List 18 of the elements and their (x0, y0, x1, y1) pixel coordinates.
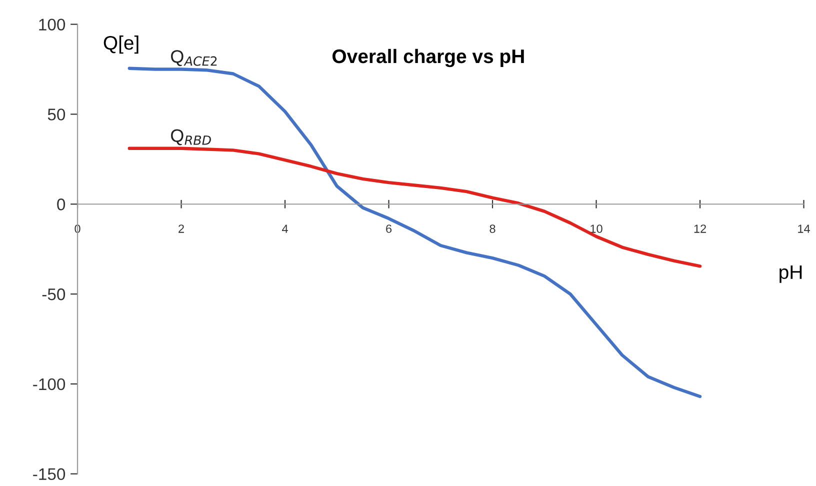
series-label: Q$_{RBD}$ (171, 129, 211, 146)
y-axis-title: Q[e] (104, 35, 138, 54)
y-tick-label: 100 (39, 18, 66, 31)
series-label: Q$_{ACE2}$ (171, 50, 217, 66)
x-tick-label: 10 (590, 224, 602, 233)
x-tick-label: 2 (178, 224, 184, 233)
y-tick-label: -150 (33, 468, 66, 480)
y-tick-label: 0 (57, 198, 66, 210)
y-tick-label: -100 (33, 378, 66, 390)
y-tick-label: -50 (42, 288, 66, 300)
text: Overall charge vs pH (332, 48, 524, 68)
x-tick-label: 6 (386, 224, 392, 233)
x-tick-label: 12 (694, 224, 706, 233)
x-tick-label: 4 (282, 224, 288, 233)
x-tick-label: 14 (798, 224, 810, 233)
y-tick-label: 50 (48, 108, 66, 120)
x-tick-label: 8 (490, 224, 496, 233)
x-axis-title: pH (780, 265, 802, 283)
